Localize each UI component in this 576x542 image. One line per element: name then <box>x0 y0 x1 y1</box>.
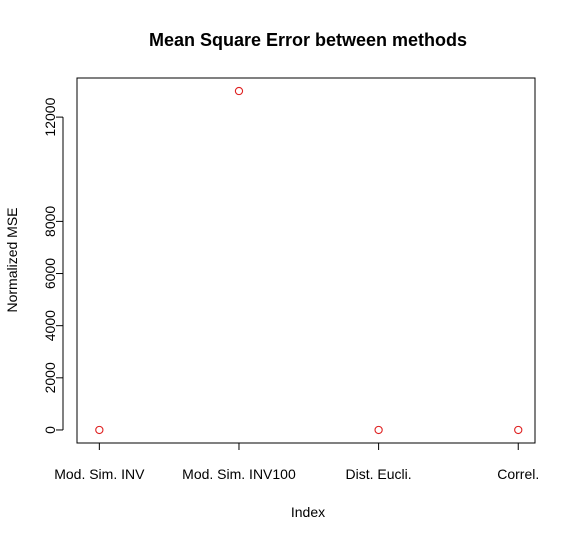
data-points <box>95 86 523 435</box>
x-tick-label: Mod. Sim. INV <box>54 466 145 482</box>
y-tick-label: 6000 <box>42 258 58 289</box>
y-tick-label: 0 <box>42 426 58 434</box>
y-tick-label: 12000 <box>42 97 58 136</box>
x-axis: Mod. Sim. INV Mod. Sim. INV100 Dist. Eucli… <box>54 442 539 482</box>
x-tick-label: Correl. <box>497 466 539 482</box>
y-tick-label: 2000 <box>42 362 58 393</box>
y-axis-label: Normalized MSE <box>4 207 20 312</box>
data-point <box>514 425 523 435</box>
chart-title: Mean Square Error between methods <box>149 30 467 50</box>
y-tick-label: 8000 <box>42 206 58 237</box>
x-axis-label: Index <box>291 504 325 520</box>
data-point <box>374 425 383 435</box>
x-tick-label: Mod. Sim. INV100 <box>182 466 296 482</box>
data-point <box>95 425 104 435</box>
plot-frame <box>76 77 536 444</box>
data-point <box>234 86 244 96</box>
x-tick-label: Dist. Eucli. <box>346 466 412 482</box>
y-tick-label: 4000 <box>42 310 58 341</box>
y-axis: 0 2000 4000 6000 8000 12000 <box>42 97 64 434</box>
